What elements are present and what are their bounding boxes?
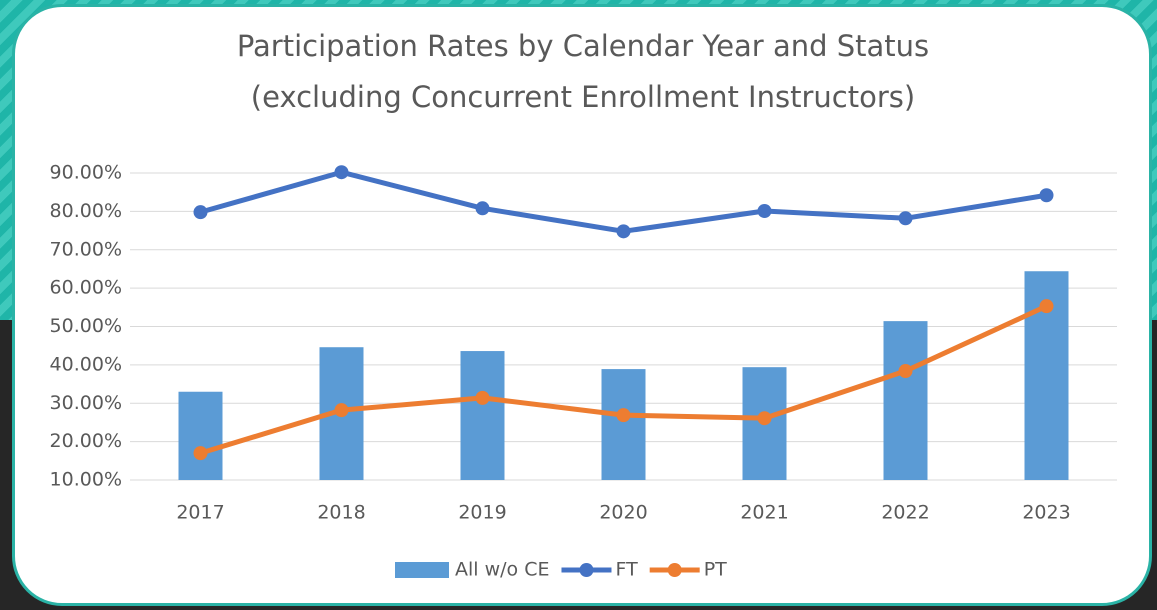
bar [178, 391, 223, 480]
y-tick-label: 20.00% [50, 430, 122, 452]
legend-swatch [667, 563, 682, 577]
marker [898, 211, 913, 226]
legend-label: All w/o CE [455, 559, 549, 581]
marker [757, 203, 772, 218]
marker [616, 408, 631, 423]
legend-label: FT [615, 559, 638, 581]
x-tick-label: 2023 [1022, 502, 1070, 524]
y-tick-label: 10.00% [50, 469, 122, 491]
y-tick-label: 30.00% [50, 392, 122, 414]
marker [1039, 299, 1054, 314]
x-tick-label: 2019 [458, 502, 506, 524]
marker [334, 403, 349, 418]
marker [193, 446, 208, 461]
y-tick-label: 90.00% [50, 162, 122, 184]
y-tick-label: 60.00% [50, 277, 122, 299]
card [12, 4, 1152, 606]
line [199, 169, 1047, 234]
bar [460, 351, 505, 480]
marker [475, 390, 490, 405]
bar [883, 321, 928, 480]
marker [475, 201, 490, 216]
bar [601, 369, 646, 480]
chart-title: Participation Rates by Calendar Year and… [237, 29, 929, 63]
y-tick-label: 70.00% [50, 238, 122, 260]
x-tick-label: 2018 [317, 502, 365, 524]
marker [193, 205, 208, 220]
marker [898, 364, 913, 379]
marker [616, 224, 631, 239]
marker [334, 165, 349, 180]
x-tick-label: 2020 [599, 502, 647, 524]
x-tick-label: 2017 [176, 502, 224, 524]
marker [757, 411, 772, 426]
x-tick-label: 2021 [740, 502, 788, 524]
chart-subtitle: (excluding Concurrent Enrollment Instruc… [251, 80, 915, 114]
y-tick-label: 50.00% [50, 315, 122, 337]
legend-swatch [395, 562, 449, 578]
legend-swatch [579, 563, 594, 577]
y-tick-label: 80.00% [50, 200, 122, 222]
legend-label: PT [704, 559, 727, 581]
x-tick-label: 2022 [881, 502, 929, 524]
marker [1039, 188, 1054, 203]
y-tick-label: 40.00% [50, 353, 122, 375]
